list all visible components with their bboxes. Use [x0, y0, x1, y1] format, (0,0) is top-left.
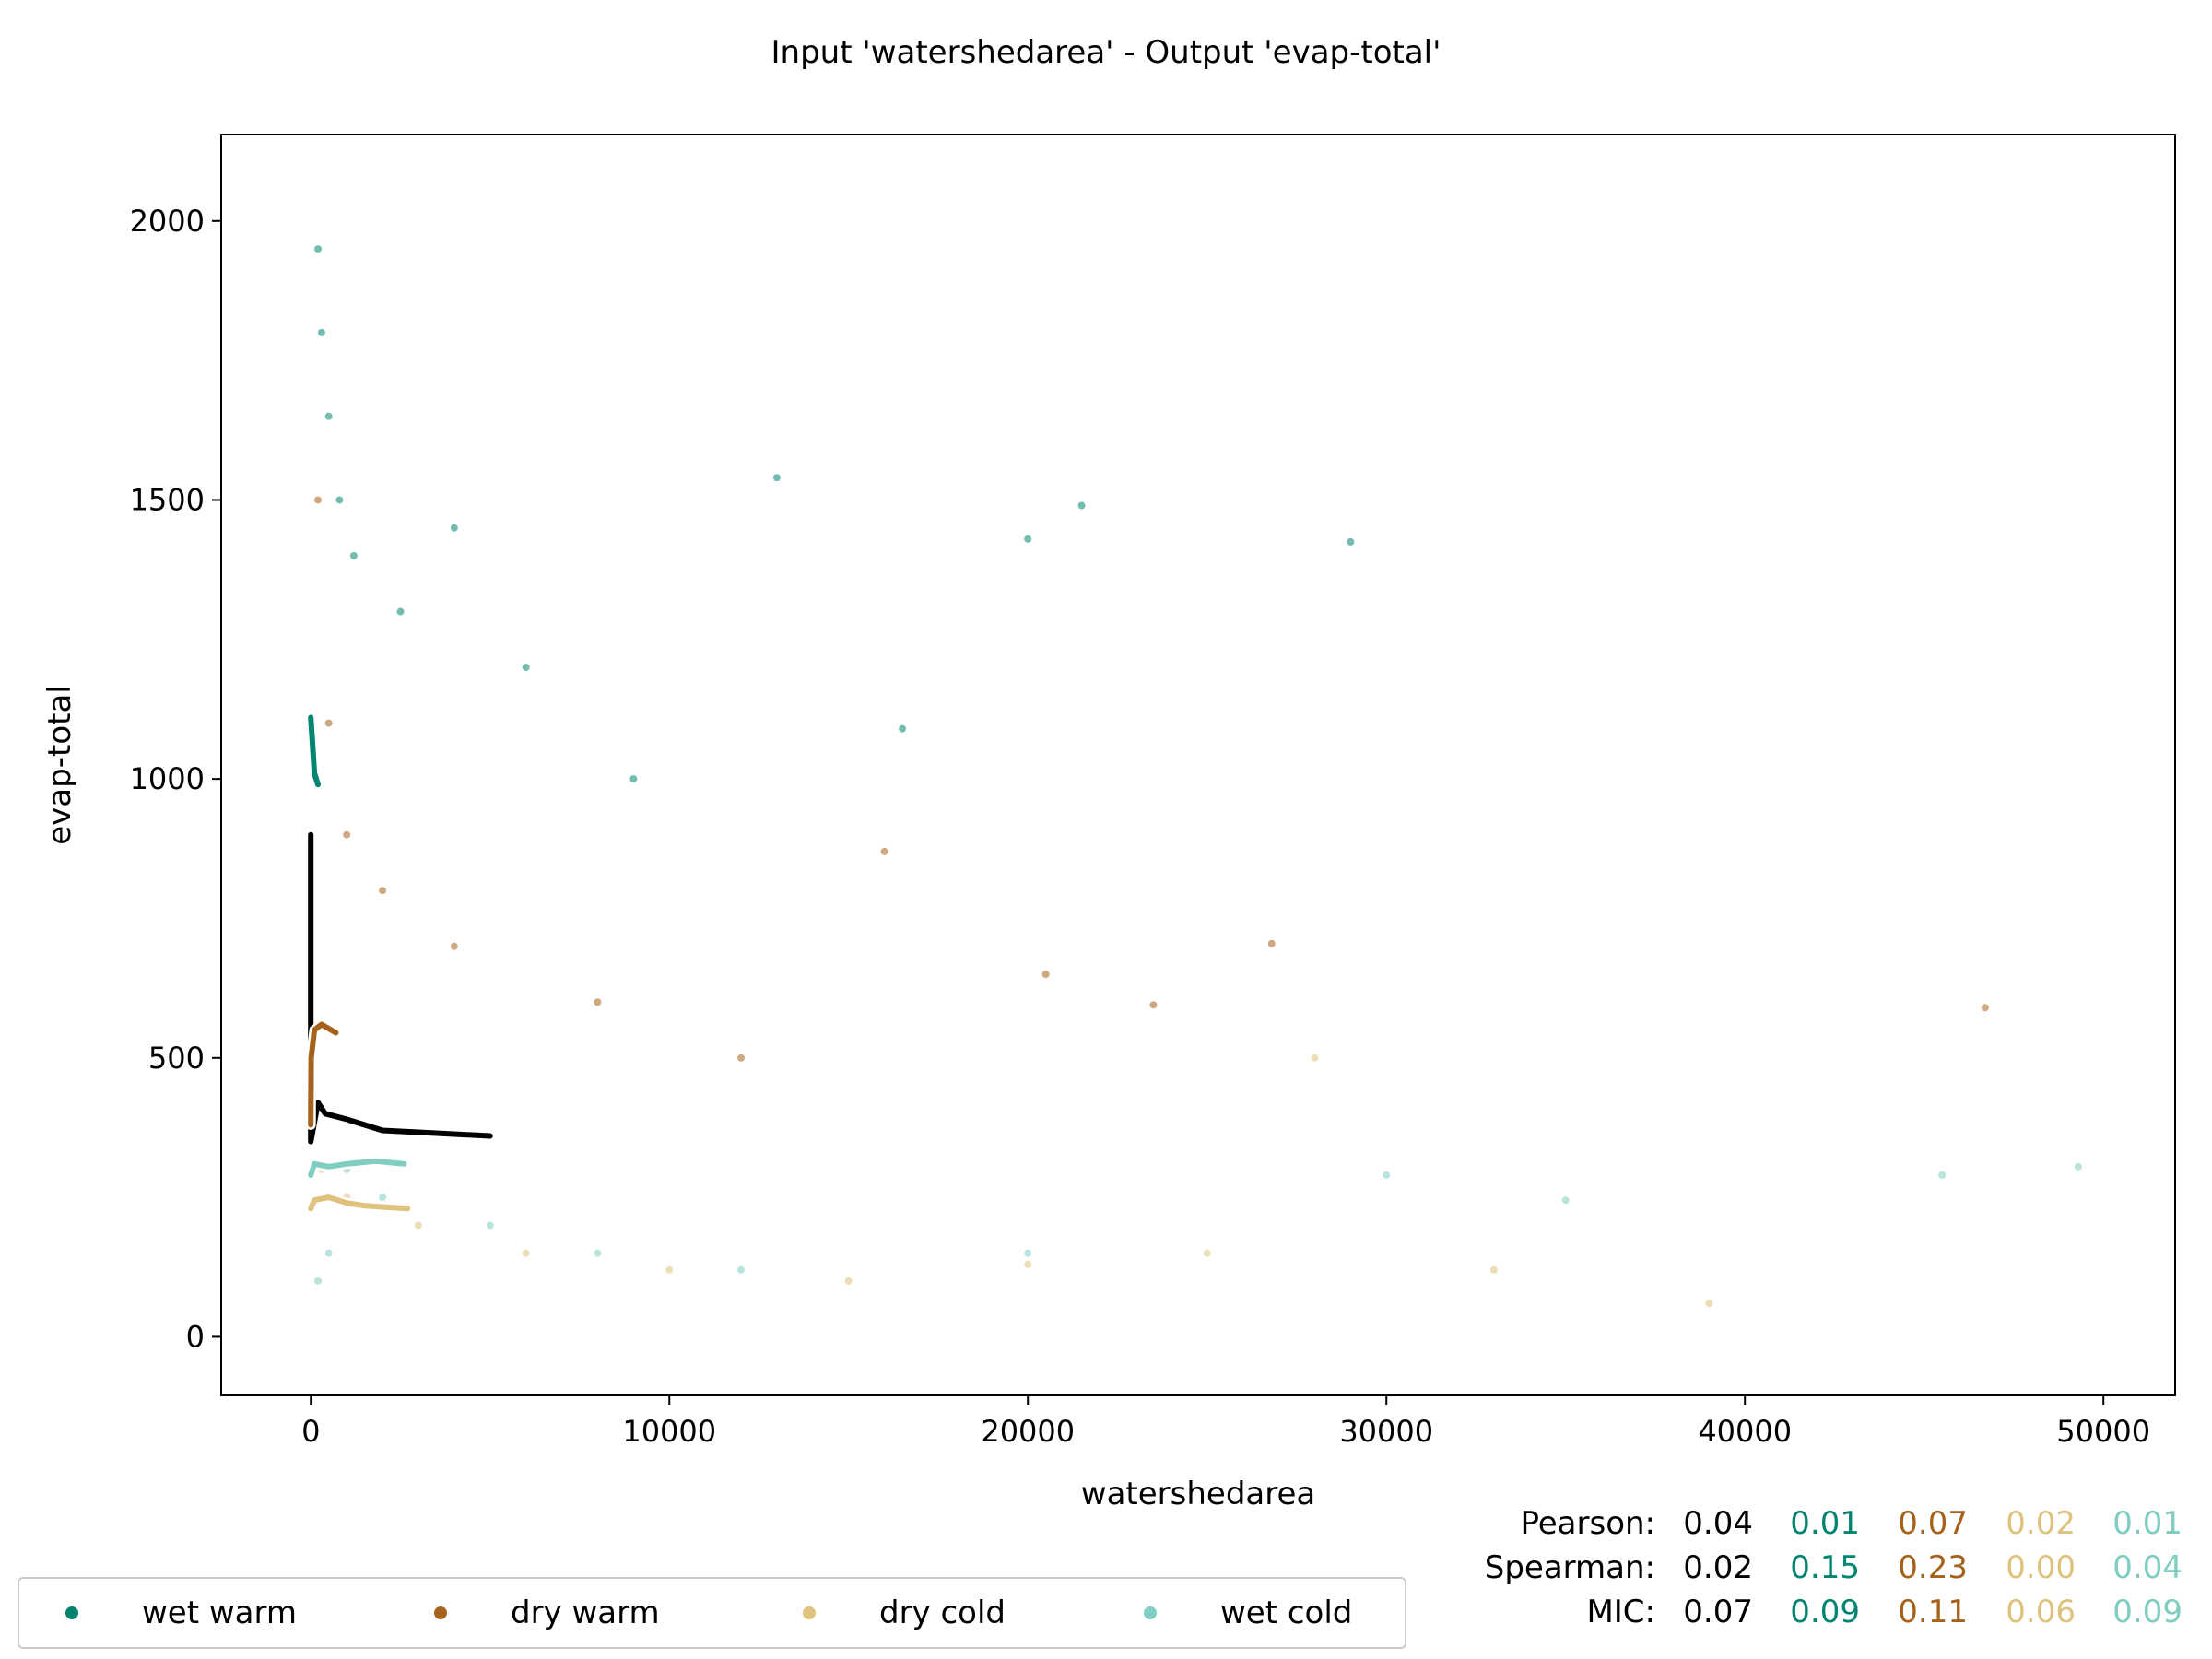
scatter-point-wet-cold-0	[314, 1277, 323, 1285]
legend-marker-wet-cold	[1144, 1606, 1157, 1619]
trend-line-wet-cold	[308, 1158, 407, 1178]
y-axis-label: evap-total	[41, 685, 78, 844]
y-tick-label-1000: 1000	[130, 761, 205, 796]
trend-line-dry-cold	[308, 1194, 411, 1212]
trend-line-dry-warm	[308, 1021, 339, 1128]
x-tick-label-20000: 20000	[981, 1414, 1075, 1449]
legend: wet warm dry warm dry cold wet cold	[18, 1577, 1406, 1649]
stats-value-0-4: 0.01	[2112, 1505, 2183, 1542]
scatter-point-wet-warm-0	[314, 245, 323, 253]
stats-value-2-4: 0.09	[2112, 1594, 2183, 1630]
scatter-point-wet-cold-7	[1024, 1249, 1032, 1257]
scatter-point-dry-cold-4	[665, 1265, 674, 1274]
scatter-point-dry-cold-7	[1203, 1249, 1211, 1257]
stats-label-0: Pearson:	[1520, 1505, 1655, 1542]
x-tick-label-40000: 40000	[1698, 1414, 1792, 1449]
scatter-point-dry-cold-3	[522, 1249, 530, 1257]
scatter-point-wet-warm-9	[772, 474, 781, 482]
x-tick-label-10000: 10000	[622, 1414, 716, 1449]
stats-value-1-3: 0.00	[2006, 1549, 2076, 1586]
x-tick-label-30000: 30000	[1339, 1414, 1433, 1449]
scatter-point-dry-warm-7	[880, 847, 888, 855]
legend-label-wet-cold: wet cold	[1220, 1594, 1352, 1631]
scatter-point-dry-warm-4	[450, 942, 458, 950]
stats-value-2-3: 0.06	[2006, 1594, 2076, 1630]
trend-line-wet-warm	[308, 714, 321, 788]
y-tick-label-0: 0	[186, 1319, 205, 1354]
stats-value-0-3: 0.02	[2006, 1505, 2076, 1542]
scatter-point-dry-cold-8	[1311, 1053, 1319, 1062]
scatter-point-wet-cold-3	[379, 1194, 387, 1202]
stats-value-0-1: 0.01	[1790, 1505, 1860, 1542]
correlation-stats-table: Pearson: 0.04 0.01 0.07 0.02 0.01 Spearman: 0.0…	[1485, 1505, 2183, 1630]
scatter-point-wet-cold-9	[1561, 1196, 1570, 1205]
x-axis-label: watershedarea	[1081, 1476, 1315, 1512]
scatter-point-wet-cold-1	[324, 1249, 333, 1257]
stats-value-2-2: 0.11	[1898, 1594, 1968, 1630]
scatter-point-dry-warm-8	[1041, 970, 1050, 978]
axis-ticks-layer: 0 10000 20000 30000 40000 50000 0 500 1000 1500 20…	[130, 204, 2151, 1449]
stats-value-1-1: 0.15	[1790, 1549, 1860, 1586]
stats-value-1-0: 0.02	[1683, 1549, 1753, 1586]
stats-label-2: MIC:	[1586, 1594, 1655, 1630]
scatter-point-wet-warm-6	[450, 524, 458, 532]
x-tick-label-0: 0	[301, 1414, 320, 1449]
scatter-point-wet-cold-8	[1382, 1171, 1391, 1179]
y-tick-label-500: 500	[148, 1041, 205, 1076]
scatter-point-dry-warm-6	[737, 1053, 746, 1062]
trend-lines-layer	[305, 712, 496, 1214]
chart-title: Input 'watershedarea' - Output 'evap-tot…	[771, 34, 1441, 71]
scatter-point-wet-warm-12	[1347, 537, 1355, 546]
scatter-point-wet-warm-8	[629, 775, 638, 783]
legend-frame	[18, 1577, 1406, 1649]
scatter-point-dry-warm-9	[1149, 1001, 1158, 1009]
scatter-point-wet-cold-4	[486, 1221, 494, 1230]
scatter-point-dry-warm-1	[324, 719, 333, 727]
y-tick-label-1500: 1500	[130, 482, 205, 517]
stats-value-2-1: 0.09	[1790, 1594, 1860, 1630]
legend-label-dry-warm: dry warm	[511, 1594, 660, 1631]
scatter-point-wet-warm-1	[317, 328, 325, 336]
legend-marker-wet-warm	[65, 1606, 78, 1619]
stats-value-1-4: 0.04	[2112, 1549, 2183, 1586]
stats-value-0-0: 0.04	[1683, 1505, 1753, 1542]
scatter-point-wet-cold-6	[737, 1265, 746, 1274]
scatter-points-layer	[314, 245, 2082, 1308]
scatter-point-wet-warm-3	[335, 496, 344, 504]
stats-label-1: Spearman:	[1485, 1549, 1655, 1586]
legend-label-wet-warm: wet warm	[142, 1594, 297, 1631]
plot-frame	[220, 134, 2176, 1396]
scatter-point-dry-warm-11	[1981, 1004, 1989, 1012]
scatter-point-dry-warm-5	[594, 998, 602, 1006]
scatter-point-wet-warm-10	[1024, 535, 1032, 543]
scatter-point-wet-warm-11	[1077, 501, 1086, 510]
scatter-point-dry-warm-0	[314, 496, 323, 504]
legend-marker-dry-warm	[434, 1606, 447, 1619]
scatter-point-wet-cold-10	[1938, 1171, 1947, 1179]
scatter-point-dry-warm-2	[343, 830, 351, 839]
legend-marker-dry-cold	[803, 1606, 816, 1619]
scatter-point-wet-warm-4	[349, 552, 358, 560]
scatter-point-dry-cold-5	[844, 1277, 853, 1285]
stats-value-0-2: 0.07	[1898, 1505, 1968, 1542]
scatter-point-dry-warm-3	[379, 887, 387, 895]
y-tick-label-2000: 2000	[130, 204, 205, 239]
scatter-point-dry-cold-6	[1024, 1260, 1032, 1268]
scatter-point-dry-warm-10	[1267, 939, 1276, 947]
scatter-point-dry-cold-2	[414, 1221, 422, 1230]
stats-value-1-2: 0.23	[1898, 1549, 1968, 1586]
scatter-point-wet-cold-5	[594, 1249, 602, 1257]
scatter-point-wet-cold-11	[2074, 1162, 2082, 1171]
stats-value-2-0: 0.07	[1683, 1594, 1753, 1630]
scatter-point-wet-warm-7	[522, 664, 530, 672]
scatter-point-dry-cold-9	[1489, 1265, 1498, 1274]
x-tick-label-50000: 50000	[2056, 1414, 2150, 1449]
scatter-point-wet-warm-2	[324, 412, 333, 420]
scatter-point-wet-warm-5	[396, 607, 405, 616]
legend-label-dry-cold: dry cold	[879, 1594, 1006, 1631]
scatter-point-dry-cold-10	[1705, 1300, 1713, 1308]
scatter-point-wet-warm-13	[899, 724, 907, 733]
